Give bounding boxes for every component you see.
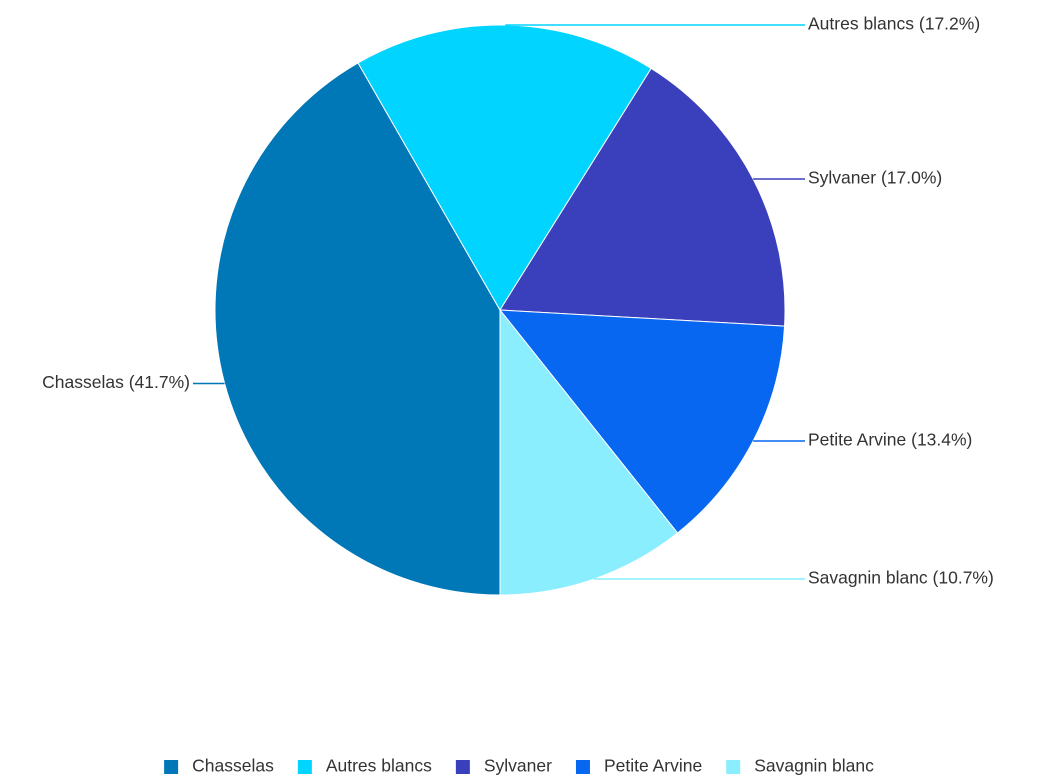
data-label: Petite Arvine (13.4%) — [808, 430, 972, 450]
legend-label: Sylvaner — [484, 756, 552, 776]
legend-swatch — [164, 760, 179, 774]
legend-swatch — [455, 760, 470, 774]
data-label: Sylvaner (17.0%) — [808, 168, 942, 188]
legend-label: Autres blancs — [326, 756, 432, 776]
legend-label: Chasselas — [192, 756, 274, 776]
pie-slice — [499, 67, 786, 327]
data-label: Chasselas (41.7%) — [42, 372, 190, 392]
legend-label: Savagnin blanc — [754, 756, 874, 776]
legend-swatch — [297, 760, 312, 774]
data-label: Autres blancs (17.2%) — [808, 14, 980, 34]
data-label: Savagnin blanc (10.7%) — [808, 568, 994, 588]
legend-label: Petite Arvine — [604, 756, 702, 776]
pie-slice — [498, 309, 786, 534]
legend-swatch — [726, 760, 741, 774]
legend-swatch — [575, 760, 590, 774]
